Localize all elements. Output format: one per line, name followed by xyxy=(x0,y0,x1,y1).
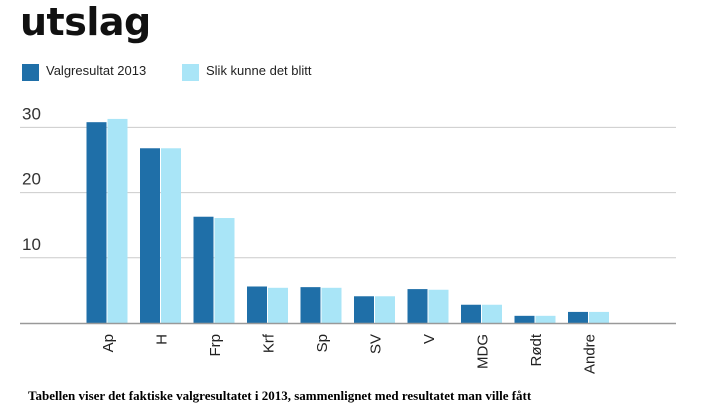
bar-2-MDG xyxy=(482,305,502,323)
x-tick-label-H: H xyxy=(154,334,171,345)
chart-caption: Tabellen viser det faktiske valgresultat… xyxy=(28,388,706,404)
bar-1-V xyxy=(408,289,428,323)
bar-1-SV xyxy=(354,296,374,323)
bar-1-Frp xyxy=(194,217,214,323)
y-tick-label-20: 20 xyxy=(22,170,41,189)
y-tick-label-10: 10 xyxy=(22,235,41,254)
bar-2-SV xyxy=(375,296,395,323)
bar-2-H xyxy=(161,148,181,323)
bar-1-Sp xyxy=(301,287,321,323)
bar-2-Ap xyxy=(108,119,128,323)
x-tick-label-Rødt: Rødt xyxy=(528,333,545,366)
x-tick-label-MDG: MDG xyxy=(475,334,492,369)
bar-1-Krf xyxy=(247,286,267,323)
x-tick-label-V: V xyxy=(421,334,438,344)
bar-2-V xyxy=(429,290,449,323)
bar-2-Sp xyxy=(322,288,342,323)
x-tick-label-Andre: Andre xyxy=(582,334,599,374)
x-tick-label-Krf: Krf xyxy=(261,333,278,353)
y-tick-label-30: 30 xyxy=(22,104,41,123)
bars xyxy=(87,119,610,323)
bar-2-Rødt xyxy=(536,316,556,323)
bar-1-MDG xyxy=(461,305,481,323)
bar-1-Ap xyxy=(87,122,107,323)
x-tick-label-SV: SV xyxy=(368,334,385,354)
bar-2-Andre xyxy=(589,312,609,323)
x-tick-label-Ap: Ap xyxy=(100,334,117,352)
bar-2-Krf xyxy=(268,288,288,323)
bar-1-Andre xyxy=(568,312,588,323)
bar-2-Frp xyxy=(215,218,235,323)
bar-1-Rødt xyxy=(515,316,535,323)
bar-1-H xyxy=(140,148,160,323)
x-tick-label-Sp: Sp xyxy=(314,334,331,352)
x-tick-label-Frp: Frp xyxy=(207,334,224,357)
